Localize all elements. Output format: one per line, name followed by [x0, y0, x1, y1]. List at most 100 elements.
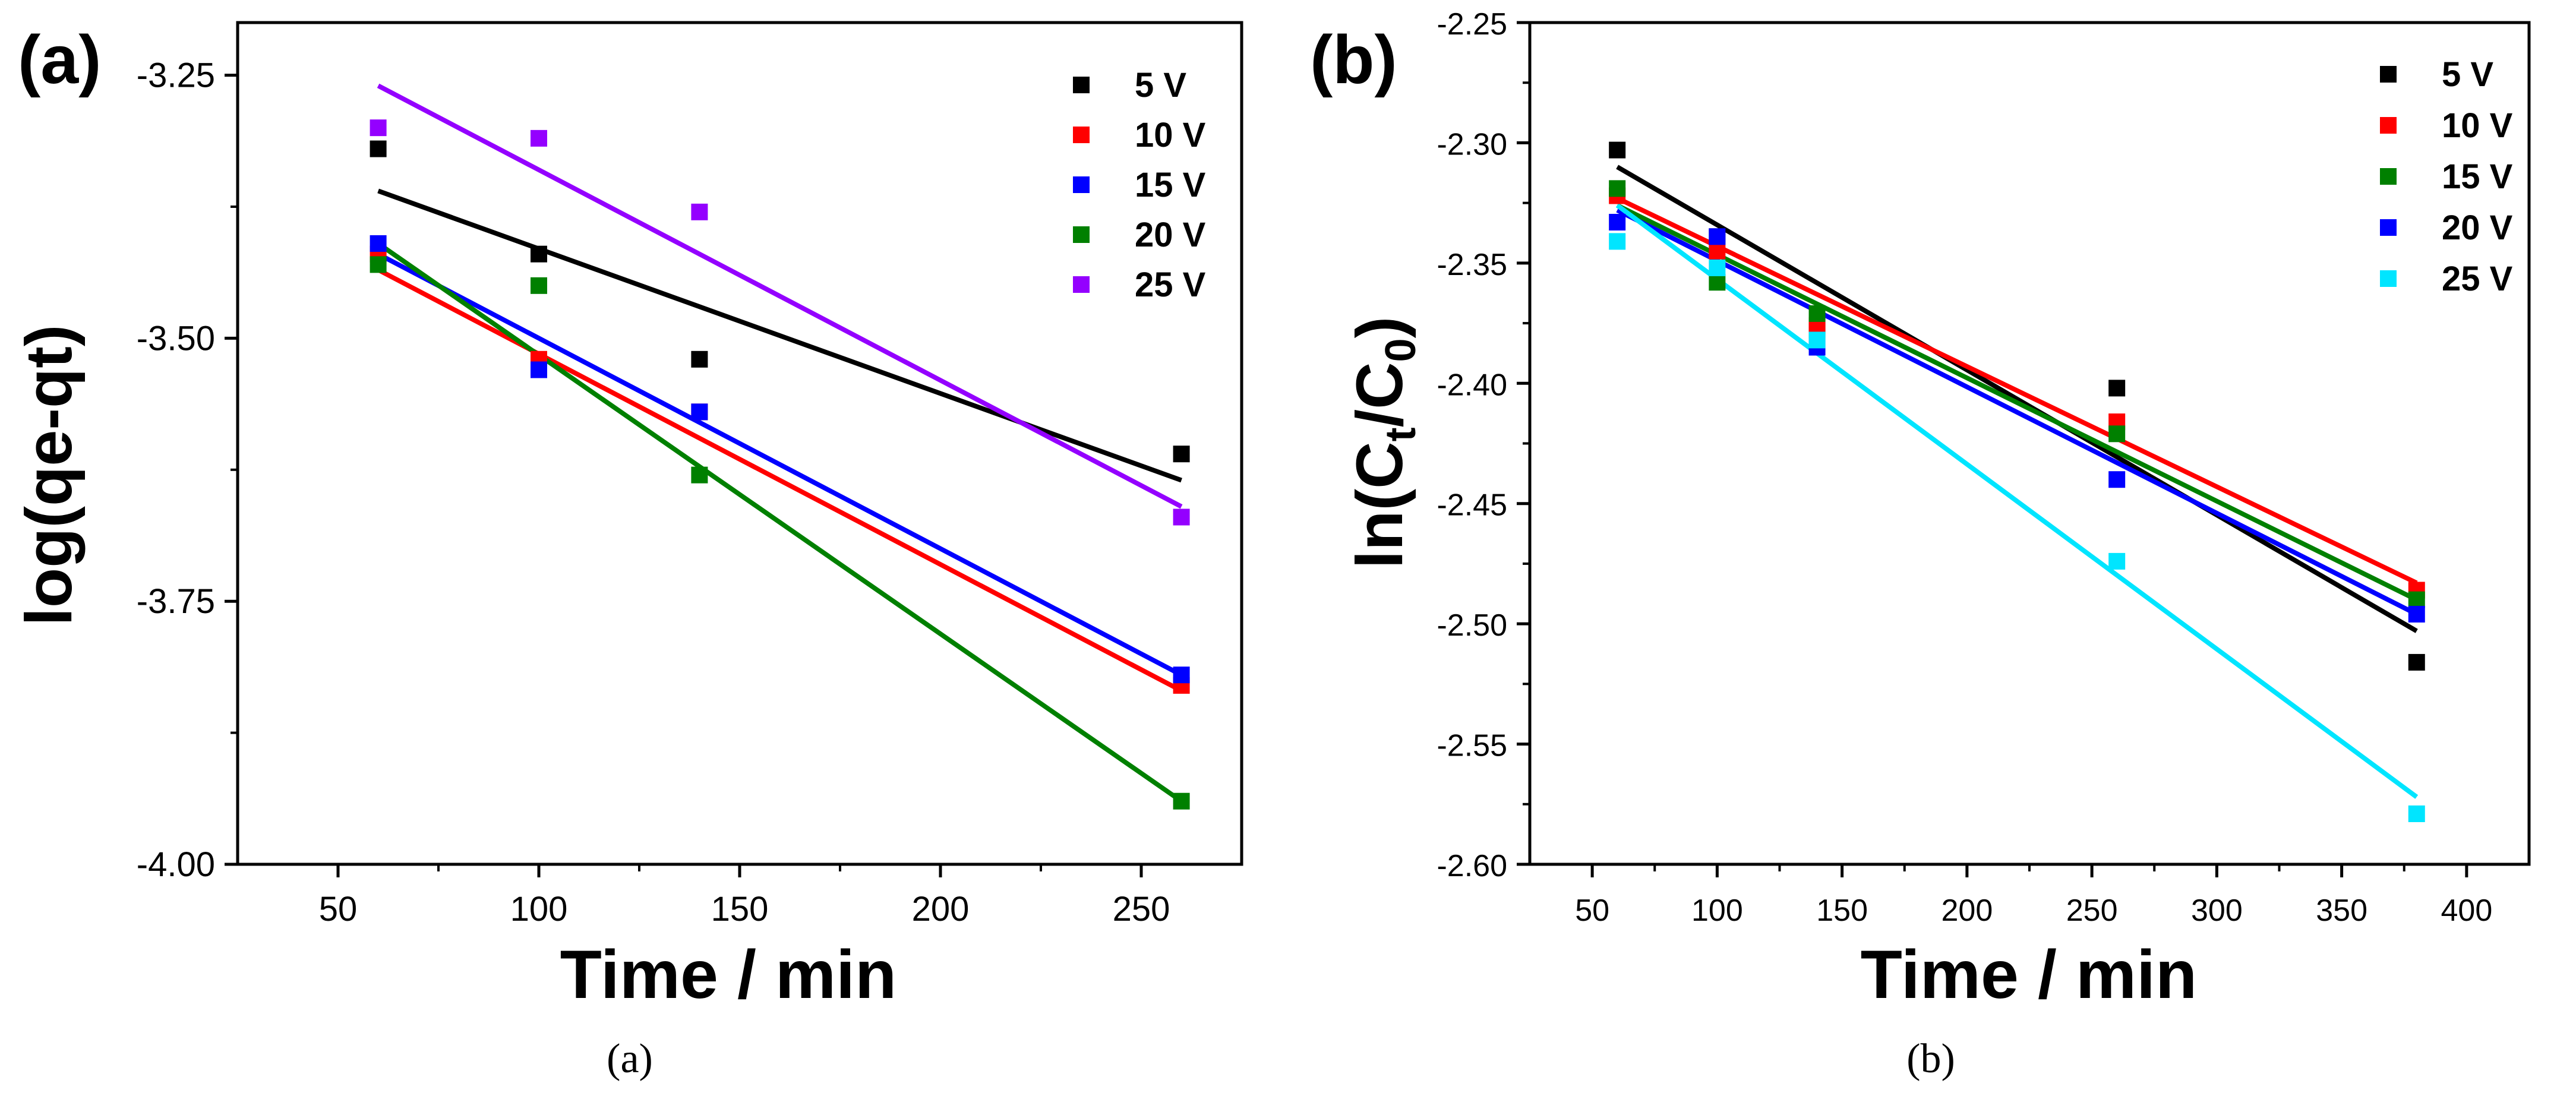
- legend-label-5v: 5 V: [2442, 55, 2493, 94]
- y-tick-label: -2.25: [1437, 7, 1507, 42]
- panel-a-caption: (a): [607, 1036, 653, 1082]
- fit-line-20v: [377, 241, 1183, 804]
- panel-b-x-axis-title: Time / min: [1861, 937, 2198, 1013]
- panel-b-label: (b): [1310, 22, 1397, 98]
- data-point-25v: [531, 129, 547, 147]
- y-title-sub-t: t: [1377, 427, 1425, 441]
- data-point-25v: [2108, 552, 2126, 570]
- panel-b-caption: (b): [1906, 1036, 1955, 1082]
- data-point-15v: [1609, 180, 1626, 197]
- legend-label-20v: 20 V: [2442, 209, 2513, 247]
- fit-line-15v: [377, 252, 1183, 677]
- x-tick-label: 250: [2066, 893, 2118, 928]
- data-point-25v: [370, 119, 387, 137]
- data-point-5v: [2108, 380, 2126, 397]
- legend-label-20v: 20 V: [1135, 216, 1206, 254]
- legend-label-15v: 15 V: [1135, 166, 1206, 204]
- data-point-5v: [370, 140, 387, 157]
- fit-line-25v: [377, 83, 1183, 509]
- data-point-5v: [2408, 653, 2425, 671]
- data-point-20v: [1709, 228, 1726, 245]
- data-point-15v: [1808, 305, 1826, 322]
- legend-marker-25v: [1073, 276, 1090, 293]
- x-tick-label: 250: [1113, 890, 1170, 928]
- panel-a-plot-area: 50 100 150 200 250 -4.00 -3.75 -3.50 -3.25 5 V 10 …: [137, 21, 1243, 928]
- data-point-20v: [2408, 605, 2425, 623]
- y-title-part-c0: /C: [1343, 362, 1416, 427]
- data-point-25v: [1808, 331, 1826, 349]
- data-point-25v: [1609, 233, 1626, 250]
- x-tick-label: 400: [2441, 893, 2492, 928]
- x-tick-label: 150: [1816, 893, 1868, 928]
- legend-label-25v: 25 V: [1135, 266, 1206, 304]
- panel-b-plot-area: 50 100 150 200 250 300 350 400 -2.60 -2.55 -2.50 -2…: [1437, 7, 2531, 928]
- fit-line-10v: [1616, 195, 2418, 585]
- fit-line-5v: [377, 188, 1182, 483]
- x-tick-label: 300: [2191, 893, 2243, 928]
- data-point-25v: [1709, 259, 1726, 276]
- data-point-20v: [370, 256, 387, 273]
- legend-marker-20v: [1073, 226, 1090, 243]
- x-tick-label: 100: [1691, 893, 1743, 928]
- y-tick-label: -2.50: [1437, 608, 1507, 643]
- y-title-part-ln: ln(C: [1343, 441, 1416, 568]
- data-point-5v: [531, 245, 547, 263]
- y-title-part-close: ): [1343, 317, 1416, 339]
- y-tick-label: -2.40: [1437, 368, 1507, 402]
- legend-marker-15v: [2380, 168, 2397, 185]
- data-point-15v: [531, 361, 547, 378]
- data-point-20v: [2108, 471, 2126, 488]
- data-point-25v: [1173, 508, 1190, 526]
- data-point-15v: [1709, 274, 1726, 291]
- y-tick-label: -2.35: [1437, 248, 1507, 282]
- fit-line-10v: [377, 267, 1183, 693]
- legend-marker-25v: [2380, 270, 2397, 287]
- x-tick-label: 350: [2316, 893, 2367, 928]
- legend-marker-20v: [2380, 219, 2397, 236]
- y-tick-label: -3.50: [137, 319, 215, 358]
- data-point-15v: [2408, 591, 2425, 608]
- data-point-20v: [531, 277, 547, 294]
- data-point-15v: [370, 235, 387, 252]
- x-tick-label: 50: [319, 890, 358, 928]
- y-tick-label: -2.45: [1437, 488, 1507, 523]
- fit-line-20v: [1616, 208, 2418, 617]
- data-point-15v: [1173, 666, 1190, 684]
- x-tick-label: 200: [912, 890, 970, 928]
- panel-a-label: (a): [18, 22, 102, 98]
- data-point-25v: [691, 203, 708, 220]
- y-tick-label: -2.60: [1437, 849, 1507, 883]
- fit-line-25v: [1615, 203, 2419, 799]
- y-tick-label: -2.30: [1437, 127, 1507, 162]
- data-point-5v: [691, 350, 708, 368]
- legend-marker-10v: [1073, 127, 1090, 143]
- panel-a: (a) log(qe-qt) Time / min (a) 50 100 150 20…: [12, 21, 1243, 1082]
- panel-a-y-axis-title: log(qe-qt): [12, 324, 86, 626]
- data-point-20v: [691, 466, 708, 484]
- y-title-sub-0: 0: [1377, 338, 1425, 362]
- x-tick-label: 50: [1575, 893, 1609, 928]
- data-point-15v: [691, 403, 708, 421]
- fit-line-5v: [1616, 165, 2418, 633]
- legend-label-15v: 15 V: [2442, 157, 2513, 196]
- legend-label-25v: 25 V: [2442, 260, 2513, 298]
- data-point-20v: [1609, 214, 1626, 231]
- legend-marker-10v: [2380, 117, 2397, 134]
- data-point-15v: [2108, 425, 2126, 443]
- x-tick-label: 100: [510, 890, 568, 928]
- plot-frame: [1528, 21, 2531, 866]
- y-tick-label: -3.75: [137, 582, 215, 621]
- legend-marker-5v: [1073, 77, 1090, 93]
- legend-label-10v: 10 V: [2442, 106, 2513, 145]
- y-tick-label: -3.25: [137, 56, 215, 95]
- legend-marker-15v: [1073, 176, 1090, 193]
- y-tick-label: -2.55: [1437, 729, 1507, 763]
- panel-b: (b) ln(Ct/C0) Time / min (b) 50 100 150 200…: [1310, 7, 2531, 1082]
- data-point-10v: [1709, 242, 1726, 260]
- fit-line-15v: [1616, 203, 2418, 602]
- data-point-25v: [2408, 805, 2425, 822]
- data-point-5v: [1173, 446, 1190, 463]
- legend-marker-5v: [2380, 66, 2397, 83]
- x-tick-label: 150: [711, 890, 769, 928]
